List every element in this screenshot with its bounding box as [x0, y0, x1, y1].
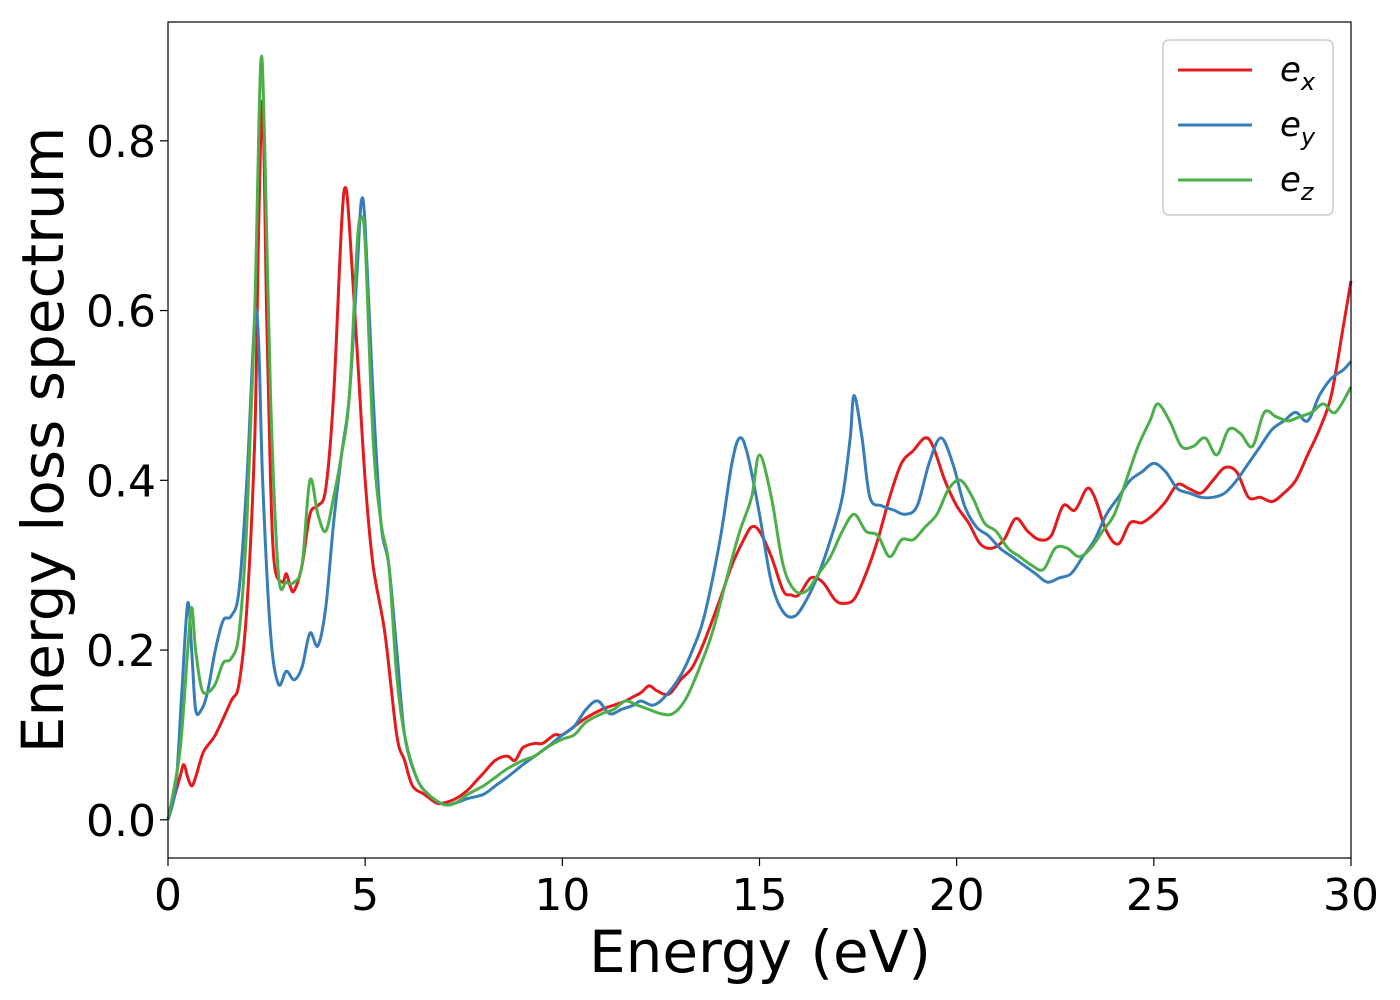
series-line-ex [166, 99, 1353, 821]
series-layer [166, 54, 1353, 821]
x-tick-label: 30 [1323, 870, 1379, 921]
y-tick-label: 0.8 [86, 117, 156, 168]
legend-entries: ex ey ez [1178, 50, 1316, 206]
series-line-ey [166, 196, 1353, 821]
x-tick-label: 5 [351, 870, 379, 921]
legend-box [1162, 39, 1334, 216]
y-axis-ticks: 0.0 0.2 0.4 0.6 0.8 [86, 117, 168, 847]
x-tick-label: 25 [1126, 870, 1182, 921]
y-tick-label: 0.0 [86, 796, 156, 847]
y-axis-label: Energy loss spectrum [9, 127, 77, 753]
y-tick-label: 0.6 [86, 287, 156, 338]
x-tick-label: 20 [929, 870, 985, 921]
x-tick-label: 10 [534, 870, 590, 921]
x-tick-label: 0 [154, 870, 182, 921]
y-tick-label: 0.4 [86, 456, 156, 507]
legend-label-ey: ey [1280, 105, 1316, 151]
legend: ex ey ez [1162, 39, 1334, 216]
x-axis-ticks: 0 5 10 15 20 25 30 [154, 858, 1379, 921]
legend-label-ez: ez [1280, 160, 1315, 206]
legend-label-ex: ex [1280, 50, 1316, 96]
x-axis-label: Energy (eV) [589, 918, 931, 986]
y-tick-label: 0.2 [86, 626, 156, 677]
series-line-ez [166, 54, 1353, 821]
x-tick-label: 15 [732, 870, 788, 921]
